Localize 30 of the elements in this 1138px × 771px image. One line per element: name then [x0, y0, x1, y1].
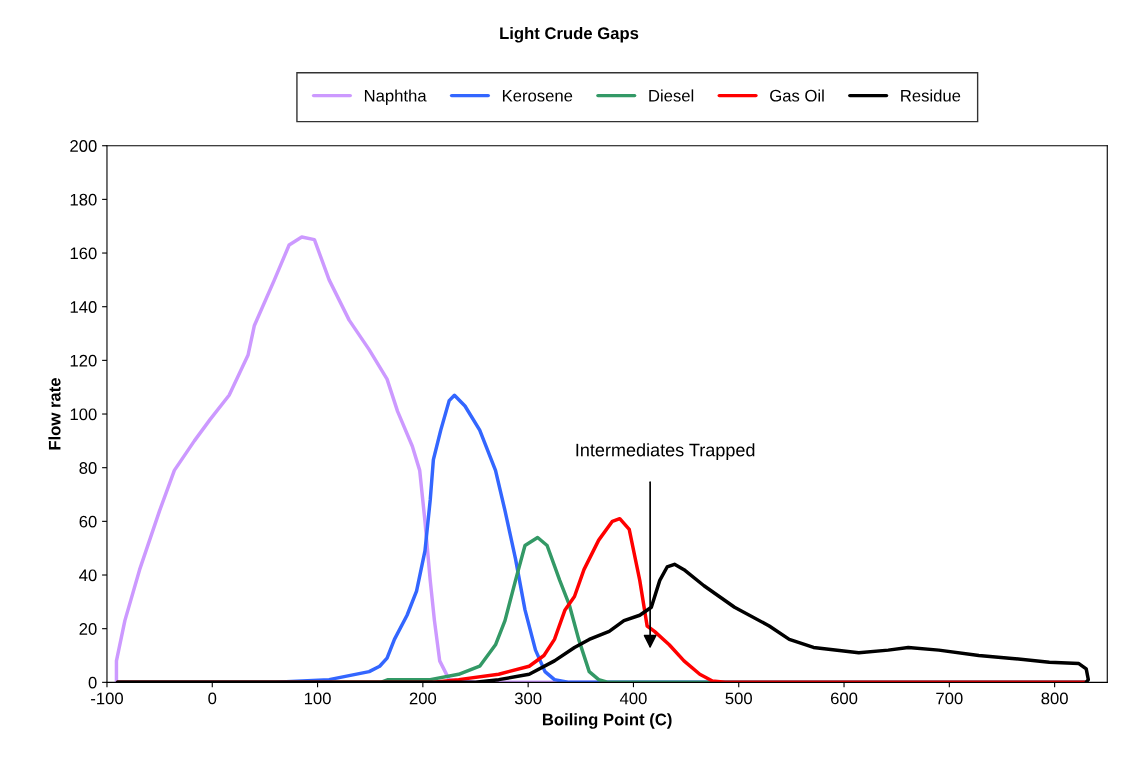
annotation: Intermediates Trapped: [576, 443, 755, 461]
legend-label: Diesel: [649, 89, 694, 102]
y-tick-label: 20: [79, 623, 97, 635]
y-tick-label: 40: [79, 569, 97, 582]
y-tick-label: 180: [70, 193, 97, 206]
y-tick-label: 60: [79, 515, 97, 528]
y-tick-label: 80: [79, 462, 97, 474]
chart-title: Light Crude Gaps: [500, 26, 639, 43]
y-tick-label: 200: [70, 140, 97, 152]
x-axis-title: Boiling Point (C): [542, 713, 672, 729]
legend-label: Residue: [901, 89, 961, 102]
x-tick-label: 600: [830, 692, 858, 705]
legend-label: Kerosene: [502, 89, 573, 102]
x-tick-label: -100: [91, 692, 123, 705]
y-tick-label: 120: [70, 354, 97, 367]
legend-label: Naphtha: [364, 89, 427, 105]
x-tick-label: 300: [514, 692, 542, 705]
x-tick-label: 800: [1041, 692, 1068, 705]
y-axis-title: Flow rate: [48, 378, 61, 450]
y-tick-label: 140: [70, 301, 97, 313]
x-tick-label: 500: [725, 692, 752, 705]
x-tick-label: 0: [208, 692, 217, 705]
x-tick-label: 100: [304, 692, 331, 705]
x-tick-label: 700: [936, 692, 963, 705]
y-tick-label: 0: [88, 676, 97, 689]
legend-label: Gas Oil: [770, 89, 824, 102]
x-tick-label: 400: [619, 692, 647, 705]
y-tick-label: 160: [70, 247, 97, 260]
x-tick-label: 200: [409, 692, 437, 705]
y-tick-label: 100: [70, 408, 97, 421]
